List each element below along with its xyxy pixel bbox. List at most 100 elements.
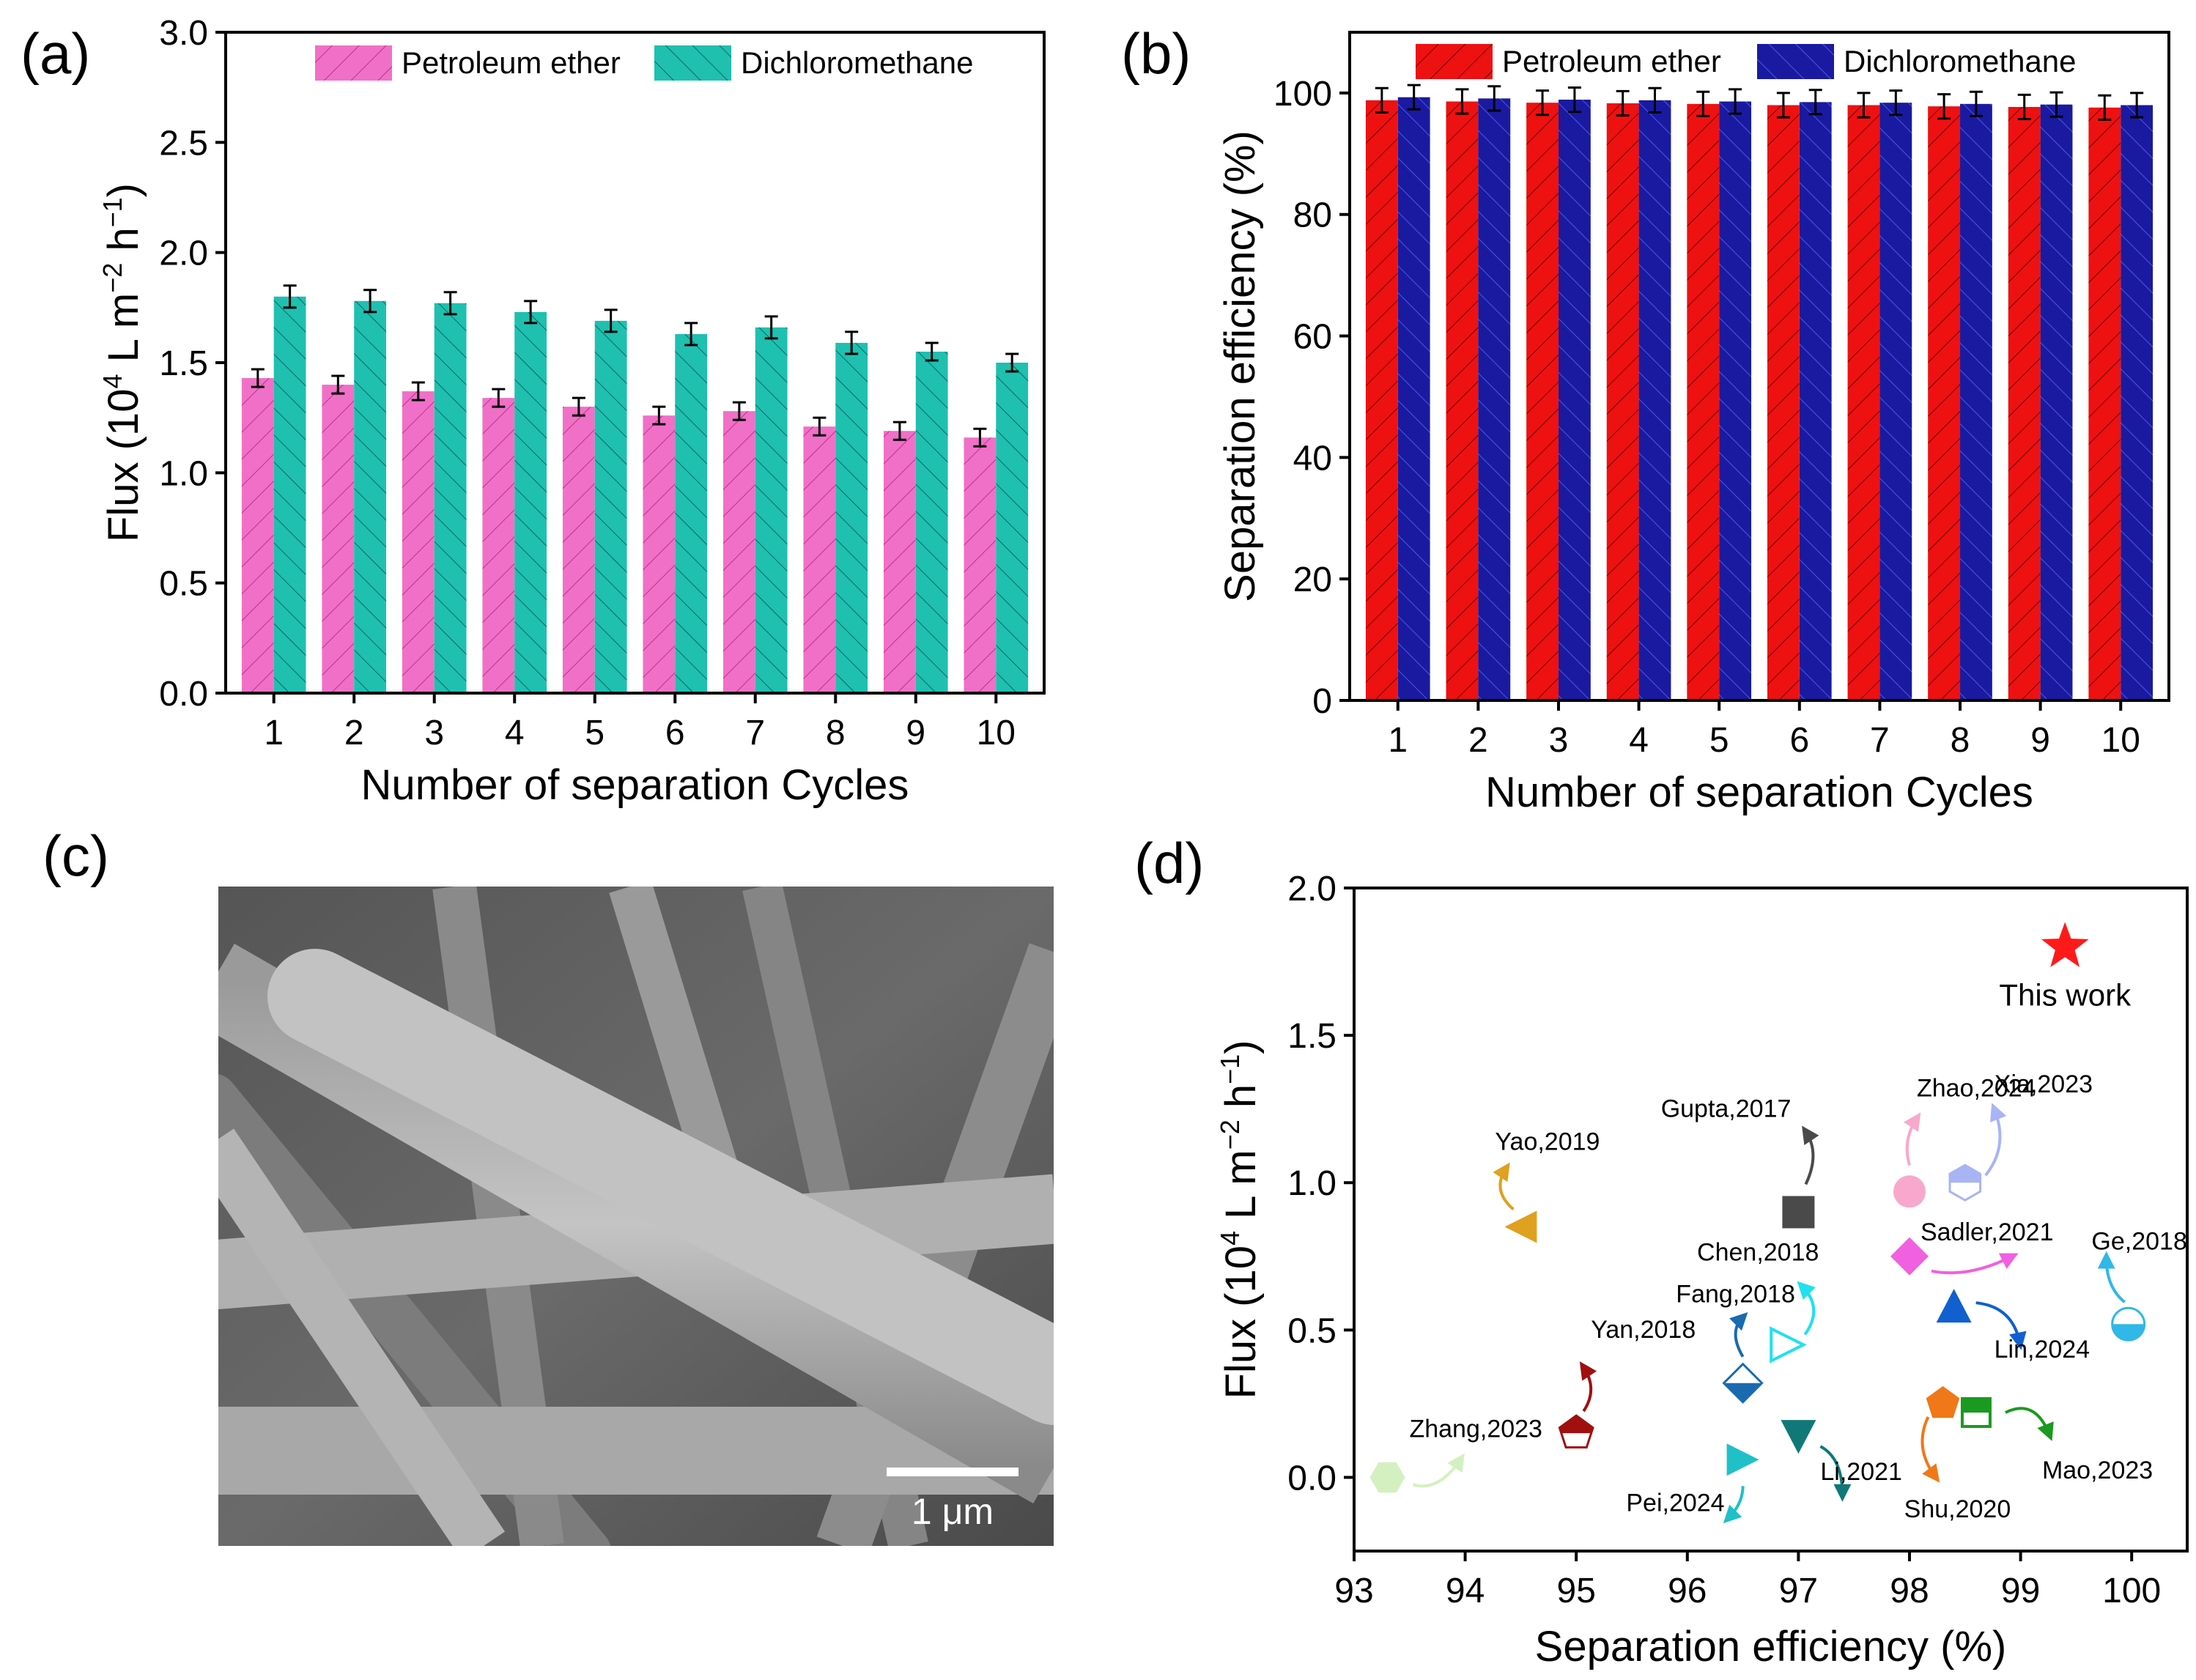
annotation-arrow [1723,1486,1745,1524]
axis-title-part: Flux (10 [1217,1246,1265,1399]
y-tick-label: 60 [1293,318,1332,357]
annotation-arrow [1931,1253,2019,1275]
bar-b-s2-c9 [2040,104,2073,701]
bar-a-s2-c6 [675,333,708,693]
x-tick-label: 3 [1549,721,1569,760]
x-tick-label: 9 [906,714,925,752]
point-label: Lin,2024 [1994,1336,2090,1363]
bar-b-s1-c10 [2088,107,2121,701]
bar-a-s2-c7 [755,327,788,693]
x-axis-title: Number of separation Cycles [361,761,909,809]
bar-b-s1-c4 [1606,103,1639,700]
x-tick-label: 6 [1789,721,1809,760]
x-tick-label: 100 [2102,1572,2161,1610]
y-tick-label: 0.0 [159,675,208,714]
legend-label: Petroleum ether [1502,44,1721,78]
x-tick-label: 4 [505,714,525,752]
y-axis-title: Flux (104 L m−2 h−1) [97,183,147,542]
legend-swatch [1757,44,1834,79]
point-label: Sadler,2021 [1920,1218,2054,1246]
marker-zhang-2023 [1369,1462,1405,1493]
star-shape [2041,922,2089,967]
x-tick-label: 1 [264,714,284,752]
marker-lin-2024 [1936,1289,1972,1323]
marker-xia-2023 [1948,1163,1982,1202]
point-label: Chen,2018 [1697,1238,1819,1266]
marker-gupta-2017 [1782,1196,1815,1229]
x-tick-label: 97 [1779,1572,1818,1610]
axis-title-part: ) [100,183,147,197]
marker-fang-2018 [1722,1362,1764,1404]
x-tick-label: 1 [1388,721,1408,760]
axis-title-superscript: −1 [97,197,127,227]
triangle-shape [1726,1443,1759,1476]
axis-title-superscript: −2 [1215,1120,1245,1150]
legend-swatch [1416,44,1493,79]
bar-b-s2-c8 [1960,103,1992,700]
hexagon-shape [1369,1462,1405,1493]
legend-label: Petroleum ether [402,45,621,80]
marker-li-2021 [1781,1420,1816,1454]
sem-fibers [218,887,1054,1546]
annotation-arrow [1975,1301,2027,1350]
annotation-arrow [2097,1251,2126,1303]
x-tick-label: 95 [1557,1572,1596,1610]
bar-a-s2-c1 [273,296,306,693]
bar-a-s2-c10 [996,363,1029,693]
bar-a-s1-c9 [883,431,916,693]
bar-b-s2-c5 [1719,101,1752,700]
diamond-fill [1723,1383,1762,1402]
point-label: Zhao,2024 [1917,1074,2036,1102]
x-tick-label: 99 [2001,1572,2040,1610]
panel-letter-a: (a) [21,21,90,86]
legend-label: Dichloromethane [741,45,974,80]
y-tick-label: 0.5 [1287,1311,1337,1350]
diamond-shape [1890,1237,1929,1276]
bar-a-s1-c10 [964,437,997,693]
x-tick-label: 7 [745,714,765,752]
triangle-shape [1781,1420,1816,1454]
marker-pei-2024 [1726,1443,1759,1476]
axis-title-superscript: 4 [1215,1231,1245,1246]
point-label: Mao,2023 [2042,1457,2153,1484]
y-tick-label: 20 [1293,560,1332,599]
point-label: Gupta,2017 [1661,1095,1792,1122]
bar-b-s1-c3 [1526,103,1559,700]
marker-zhao-2024 [1893,1175,1926,1208]
square-fill [1962,1398,1990,1413]
y-tick-label: 1.5 [1287,1017,1337,1056]
bar-b-s2-c6 [1799,102,1832,700]
point-label: Li,2021 [1820,1458,1902,1486]
panel-letter-c: (c) [42,824,109,888]
x-axis-title: Separation efficiency (%) [1535,1623,2007,1670]
annotation-arrow [1920,1416,1940,1483]
point-label: Xia,2023 [1994,1070,2093,1098]
pentagon-fill [1559,1416,1593,1434]
annotation-arrow [1797,1281,1816,1336]
bar-a-s1-c1 [241,378,274,693]
marker-chen-2018 [1770,1326,1807,1363]
annotation-arrow [1819,1445,1852,1502]
marker-this-work [2041,922,2089,967]
triangle-shape [1936,1289,1972,1323]
square-shape [1782,1196,1815,1229]
pentagon-shape [1926,1385,1960,1418]
axis-title-superscript: −2 [97,263,127,293]
hexagon-fill [1950,1165,1981,1183]
fiber [267,949,1054,1425]
scale-bar-label: 1 μm [912,1491,994,1532]
chart-a-flux-cycles: 0.0 0.5 1.0 1.5 2.0 2.5 3.0 1 2 3 4 5 6 7 8 9 10 Number o… [97,14,1046,809]
marker-sadler-2021 [1890,1237,1929,1276]
x-tick-label: 2 [344,714,364,752]
y-tick-label: 3.0 [159,14,208,53]
bar-a-s2-c9 [915,351,948,693]
bar-a-s2-c4 [514,311,547,693]
bar-b-s1-c1 [1365,100,1398,701]
annotation-arrow [1493,1162,1515,1211]
x-tick-label: 4 [1629,721,1649,760]
marker-shu-2020 [1926,1385,1960,1418]
bar-a-s2-c3 [434,303,467,693]
y-tick-label: 2.0 [159,234,208,273]
x-tick-label: 10 [2101,721,2140,760]
